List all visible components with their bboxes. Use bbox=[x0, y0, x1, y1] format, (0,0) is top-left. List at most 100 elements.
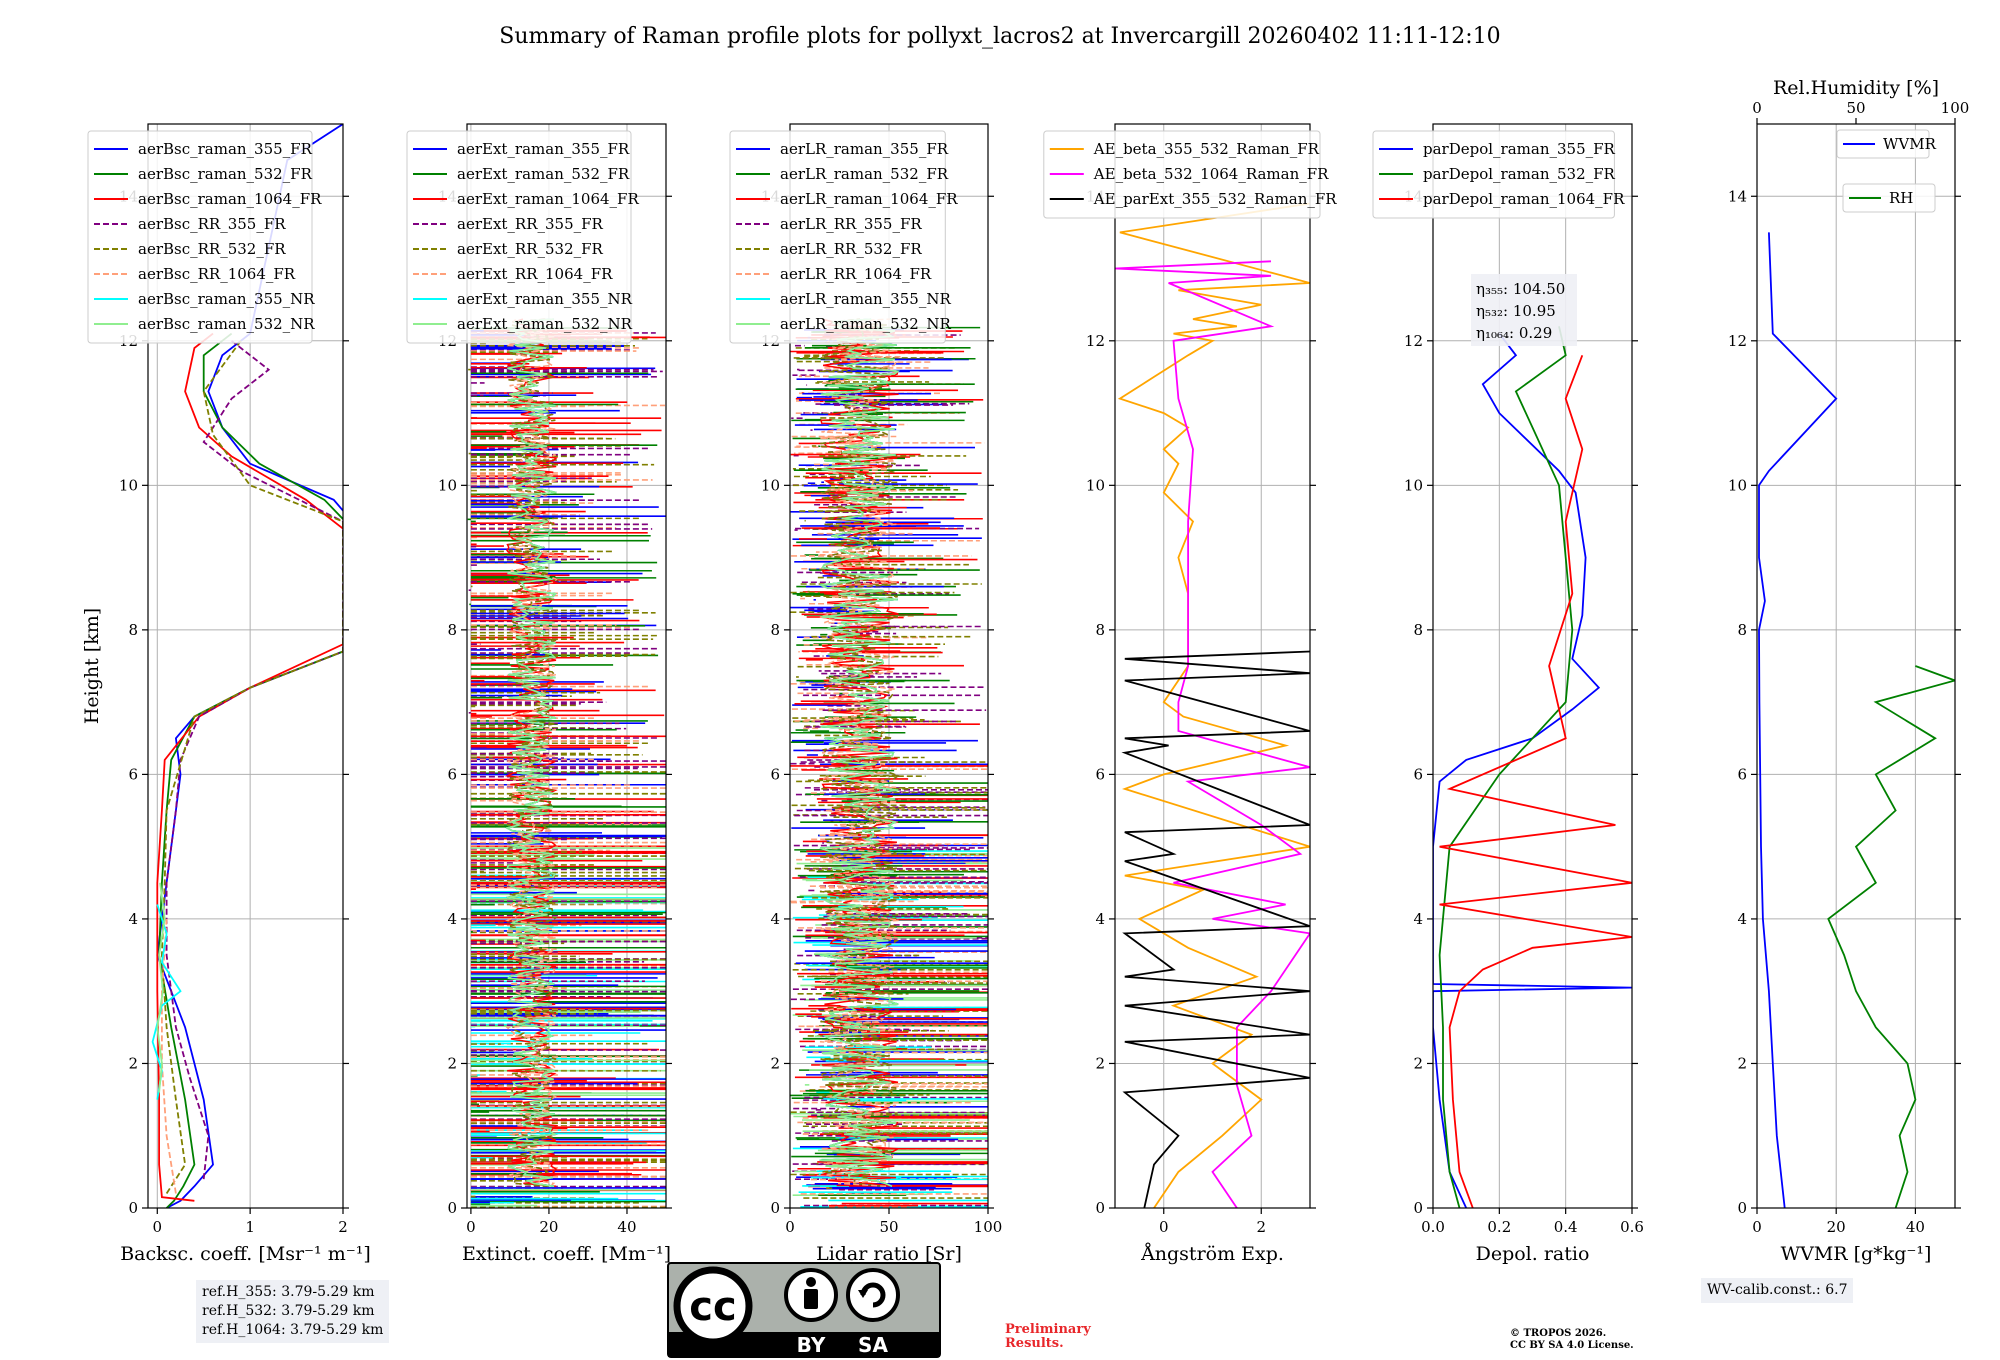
legend-label: aerBsc_raman_355_FR bbox=[138, 140, 313, 158]
series-line bbox=[156, 882, 166, 1093]
x-tick-label: 0.4 bbox=[1554, 1218, 1578, 1236]
top-tick-label: 50 bbox=[1846, 99, 1865, 117]
copyright-line-2: CC BY SA 4.0 License. bbox=[1510, 1340, 1634, 1351]
x-tick-label: 100 bbox=[974, 1218, 1003, 1236]
by-person-head bbox=[806, 1277, 816, 1287]
ref-h-1064: ref.H_1064: 3.79-5.29 km bbox=[202, 1322, 384, 1338]
series-line bbox=[165, 340, 343, 1180]
x-axis-label: Extinct. coeff. [Mm⁻¹] bbox=[462, 1243, 671, 1265]
y-tick-label: 2 bbox=[1413, 1054, 1423, 1072]
y-tick-label: 4 bbox=[770, 910, 780, 928]
legend-box bbox=[1372, 130, 1615, 219]
series-group bbox=[1115, 202, 1310, 1208]
series-group bbox=[790, 318, 988, 1208]
x-tick-label: 0 bbox=[1752, 1218, 1762, 1236]
x-axis-label: Ångström Exp. bbox=[1140, 1243, 1284, 1265]
series-group bbox=[467, 318, 666, 1208]
legend-box bbox=[1836, 129, 1930, 159]
legend-label: aerExt_raman_532_NR bbox=[457, 315, 633, 333]
top-axis-label: Rel.Humidity [%] bbox=[1773, 77, 1939, 99]
legend-label: parDepol_raman_355_FR bbox=[1423, 140, 1616, 158]
x-axis-label: WVMR [g*kg⁻¹] bbox=[1781, 1243, 1932, 1265]
x-tick-label: 0.2 bbox=[1487, 1218, 1511, 1236]
x-tick-label: 0 bbox=[1159, 1218, 1169, 1236]
y-tick-label: 10 bbox=[438, 476, 457, 494]
legend-label: aerLR_RR_1064_FR bbox=[780, 265, 932, 283]
reference-height-box: ref.H_355: 3.79-5.29 km ref.H_532: 3.79-… bbox=[196, 1280, 390, 1343]
legend-label: aerBsc_raman_532_NR bbox=[138, 315, 315, 333]
panel-lidar-ratio: 02468101214050100Lidar ratio [Sr]aerLR_r… bbox=[729, 123, 1003, 1265]
y-tick-label: 8 bbox=[128, 621, 138, 639]
y-tick-label: 12 bbox=[1404, 332, 1423, 350]
x-axis-label: Lidar ratio [Sr] bbox=[816, 1243, 962, 1265]
y-tick-label: 12 bbox=[1728, 332, 1747, 350]
ref-h-355: ref.H_355: 3.79-5.29 km bbox=[202, 1284, 375, 1300]
ref-h-532: ref.H_532: 3.79-5.29 km bbox=[202, 1303, 375, 1319]
legend-label: parDepol_raman_1064_FR bbox=[1423, 190, 1625, 208]
x-axis-label: Depol. ratio bbox=[1476, 1243, 1590, 1265]
series-line bbox=[505, 318, 558, 1188]
cc-logo-text: cc bbox=[689, 1284, 736, 1330]
y-tick-label: 6 bbox=[1737, 765, 1747, 783]
wv-calib-const: WV-calib.const.: 6.7 bbox=[1707, 1282, 1848, 1298]
y-tick-label: 8 bbox=[1413, 621, 1423, 639]
x-tick-label: 50 bbox=[879, 1218, 898, 1236]
legend-label: aerBsc_RR_355_FR bbox=[138, 215, 286, 233]
preliminary-line-2: Results. bbox=[1005, 1336, 1064, 1351]
y-tick-label: 10 bbox=[119, 476, 138, 494]
y-tick-label: 0 bbox=[770, 1199, 780, 1217]
legend-label: aerLR_raman_532_NR bbox=[780, 315, 951, 333]
panel-frame bbox=[466, 123, 667, 1209]
panel-frame bbox=[1114, 123, 1311, 1209]
legend-label: aerLR_raman_355_FR bbox=[780, 140, 949, 158]
legend-label: aerLR_raman_532_FR bbox=[780, 165, 949, 183]
y-tick-label: 10 bbox=[1086, 476, 1105, 494]
series-line bbox=[504, 318, 559, 1188]
panel-extinction: 0246810121402040Extinct. coeff. [Mm⁻¹]ae… bbox=[406, 123, 672, 1265]
cc-by-sa-badge: cc BY SA bbox=[667, 1262, 941, 1358]
legend-label: aerExt_raman_1064_FR bbox=[457, 190, 639, 208]
legend-label: aerBsc_RR_532_FR bbox=[138, 240, 286, 258]
legend-label: AE_parExt_355_532_Raman_FR bbox=[1093, 190, 1338, 208]
preliminary-notice: Preliminary Results. bbox=[1005, 1323, 1091, 1351]
series-group bbox=[151, 124, 343, 1208]
x-tick-label: 20 bbox=[539, 1218, 558, 1236]
y-tick-label: 6 bbox=[770, 765, 780, 783]
legend-label: WVMR bbox=[1883, 135, 1937, 153]
y-tick-label: 6 bbox=[1413, 765, 1423, 783]
y-tick-label: 8 bbox=[1095, 621, 1105, 639]
y-tick-label: 0 bbox=[1737, 1199, 1747, 1217]
legend-label: RH bbox=[1889, 189, 1913, 207]
series-line bbox=[505, 318, 558, 1188]
series-group bbox=[1433, 326, 1632, 1208]
y-tick-label: 0 bbox=[1413, 1199, 1423, 1217]
cc-logo-icon bbox=[673, 1266, 753, 1346]
legend-label: aerExt_raman_355_FR bbox=[457, 140, 630, 158]
sa-share-arc bbox=[860, 1282, 886, 1308]
series-group bbox=[1758, 232, 1955, 1208]
y-tick-label: 10 bbox=[1404, 476, 1423, 494]
series-line bbox=[1758, 232, 1838, 1208]
y-tick-label: 10 bbox=[1728, 476, 1747, 494]
legend-label: aerLR_raman_1064_FR bbox=[780, 190, 958, 208]
copyright-notice: © TROPOS 2026. CC BY SA 4.0 License. bbox=[1510, 1328, 1634, 1352]
x-tick-label: 20 bbox=[1827, 1218, 1846, 1236]
x-tick-label: 0.0 bbox=[1421, 1218, 1445, 1236]
x-axis-label: Backsc. coeff. [Msr⁻¹ m⁻¹] bbox=[120, 1243, 371, 1265]
series-line bbox=[151, 904, 182, 1100]
y-tick-label: 2 bbox=[128, 1054, 138, 1072]
panel-frame bbox=[1432, 123, 1633, 1209]
legend-label: parDepol_raman_532_FR bbox=[1423, 165, 1616, 183]
panel-backscatter: 02468101214012Backsc. coeff. [Msr⁻¹ m⁻¹]… bbox=[81, 123, 371, 1265]
series-line bbox=[504, 318, 558, 1187]
y-tick-label: 8 bbox=[447, 621, 457, 639]
series-line bbox=[819, 318, 900, 1187]
legend-box bbox=[729, 130, 946, 344]
legend-label: aerExt_RR_532_FR bbox=[457, 240, 604, 258]
y-tick-label: 0 bbox=[1095, 1199, 1105, 1217]
panel-angstrom: 0246810121402Ångström Exp.AE_beta_355_53… bbox=[1043, 123, 1338, 1265]
legend-label: aerBsc_RR_1064_FR bbox=[138, 265, 296, 283]
legend-box bbox=[1043, 130, 1321, 219]
